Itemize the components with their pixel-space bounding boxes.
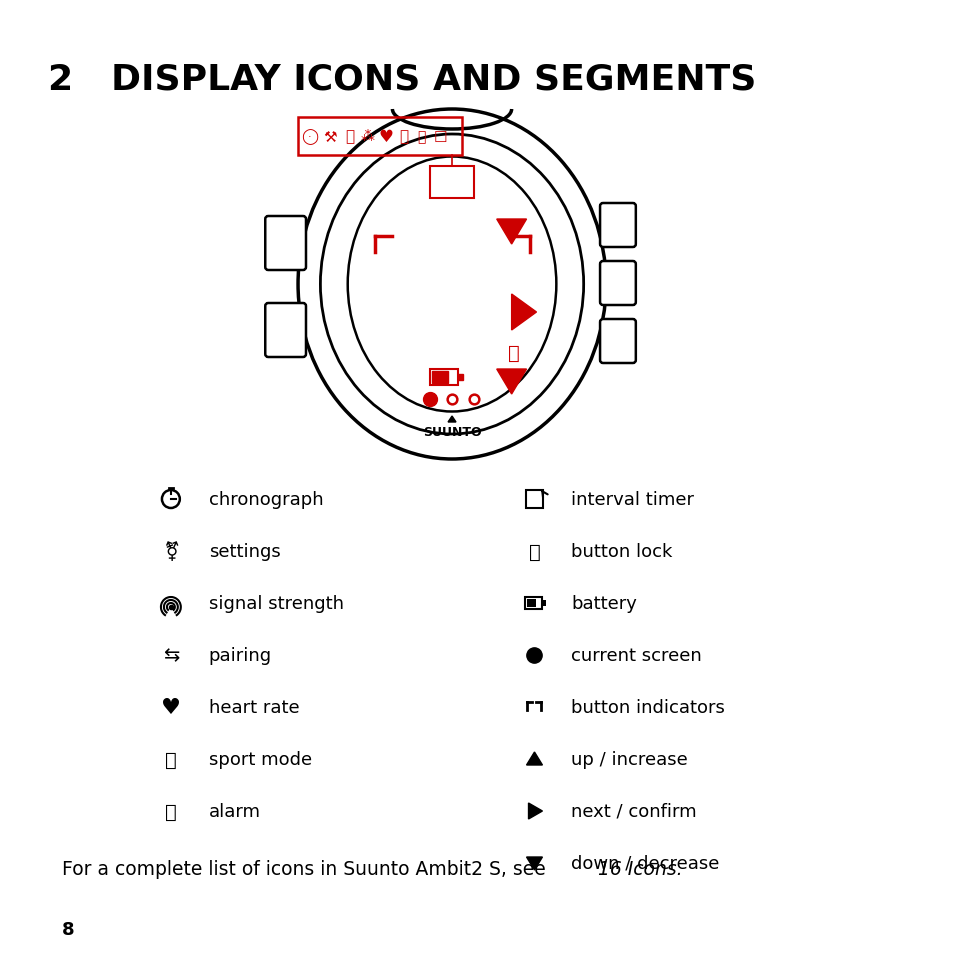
Bar [525, 491, 543, 509]
Bar [524, 598, 542, 609]
Text: ⦾: ⦾ [345, 130, 354, 144]
Text: ⛹: ⛹ [165, 750, 176, 769]
FancyBboxPatch shape [265, 216, 306, 271]
Text: heart rate: heart rate [209, 699, 299, 717]
Text: button indicators: button indicators [571, 699, 724, 717]
Text: sport mode: sport mode [209, 750, 312, 768]
Text: battery: battery [571, 595, 637, 613]
Text: SUUNTO: SUUNTO [422, 426, 481, 439]
Polygon shape [497, 370, 526, 395]
FancyBboxPatch shape [599, 319, 635, 364]
Text: ⚒: ⚒ [323, 130, 336, 144]
Text: chronograph: chronograph [209, 491, 323, 509]
Bar [430, 167, 474, 199]
Bar [432, 372, 448, 384]
Text: interval timer: interval timer [571, 491, 694, 509]
Text: current screen: current screen [571, 646, 701, 664]
FancyBboxPatch shape [265, 304, 306, 357]
Text: ⚧: ⚧ [163, 541, 179, 561]
Text: button lock: button lock [571, 542, 672, 560]
Polygon shape [497, 220, 526, 245]
Text: up / increase: up / increase [571, 750, 687, 768]
Text: ·: · [308, 132, 312, 142]
Text: next / confirm: next / confirm [571, 802, 696, 821]
Polygon shape [528, 803, 542, 820]
Text: ⏰: ⏰ [165, 801, 176, 821]
Text: ♥: ♥ [377, 128, 393, 146]
Text: 16 Icons.: 16 Icons. [598, 860, 682, 879]
Ellipse shape [320, 135, 583, 435]
Text: ☐: ☐ [433, 130, 446, 144]
Text: alarm: alarm [209, 802, 260, 821]
Text: down / decrease: down / decrease [571, 854, 719, 872]
Bar [297, 118, 461, 156]
Polygon shape [448, 416, 456, 422]
Bar [430, 370, 457, 386]
Polygon shape [526, 752, 542, 765]
Polygon shape [511, 294, 536, 331]
Text: ♥: ♥ [161, 698, 181, 718]
FancyBboxPatch shape [599, 262, 635, 306]
Bar [542, 600, 546, 606]
Text: ⇆: ⇆ [163, 646, 179, 665]
Ellipse shape [297, 110, 605, 459]
Text: ⚿: ⚿ [507, 343, 519, 362]
Text: ⚿: ⚿ [528, 542, 539, 561]
Text: ⏰: ⏰ [416, 130, 425, 144]
Bar [526, 599, 536, 607]
FancyBboxPatch shape [599, 204, 635, 248]
Text: 2   DISPLAY ICONS AND SEGMENTS: 2 DISPLAY ICONS AND SEGMENTS [48, 62, 756, 96]
Text: For a complete list of icons in Suunto Ambit2 S, see: For a complete list of icons in Suunto A… [62, 860, 551, 879]
Text: settings: settings [209, 542, 280, 560]
Polygon shape [526, 857, 542, 870]
Text: ◯: ◯ [301, 129, 318, 145]
Bar [457, 375, 462, 380]
Text: ⛹: ⛹ [398, 130, 408, 144]
Text: signal strength: signal strength [209, 595, 343, 613]
Text: ⁂: ⁂ [360, 130, 375, 144]
Text: 8: 8 [62, 920, 74, 938]
Ellipse shape [347, 157, 556, 412]
Text: pairing: pairing [209, 646, 272, 664]
